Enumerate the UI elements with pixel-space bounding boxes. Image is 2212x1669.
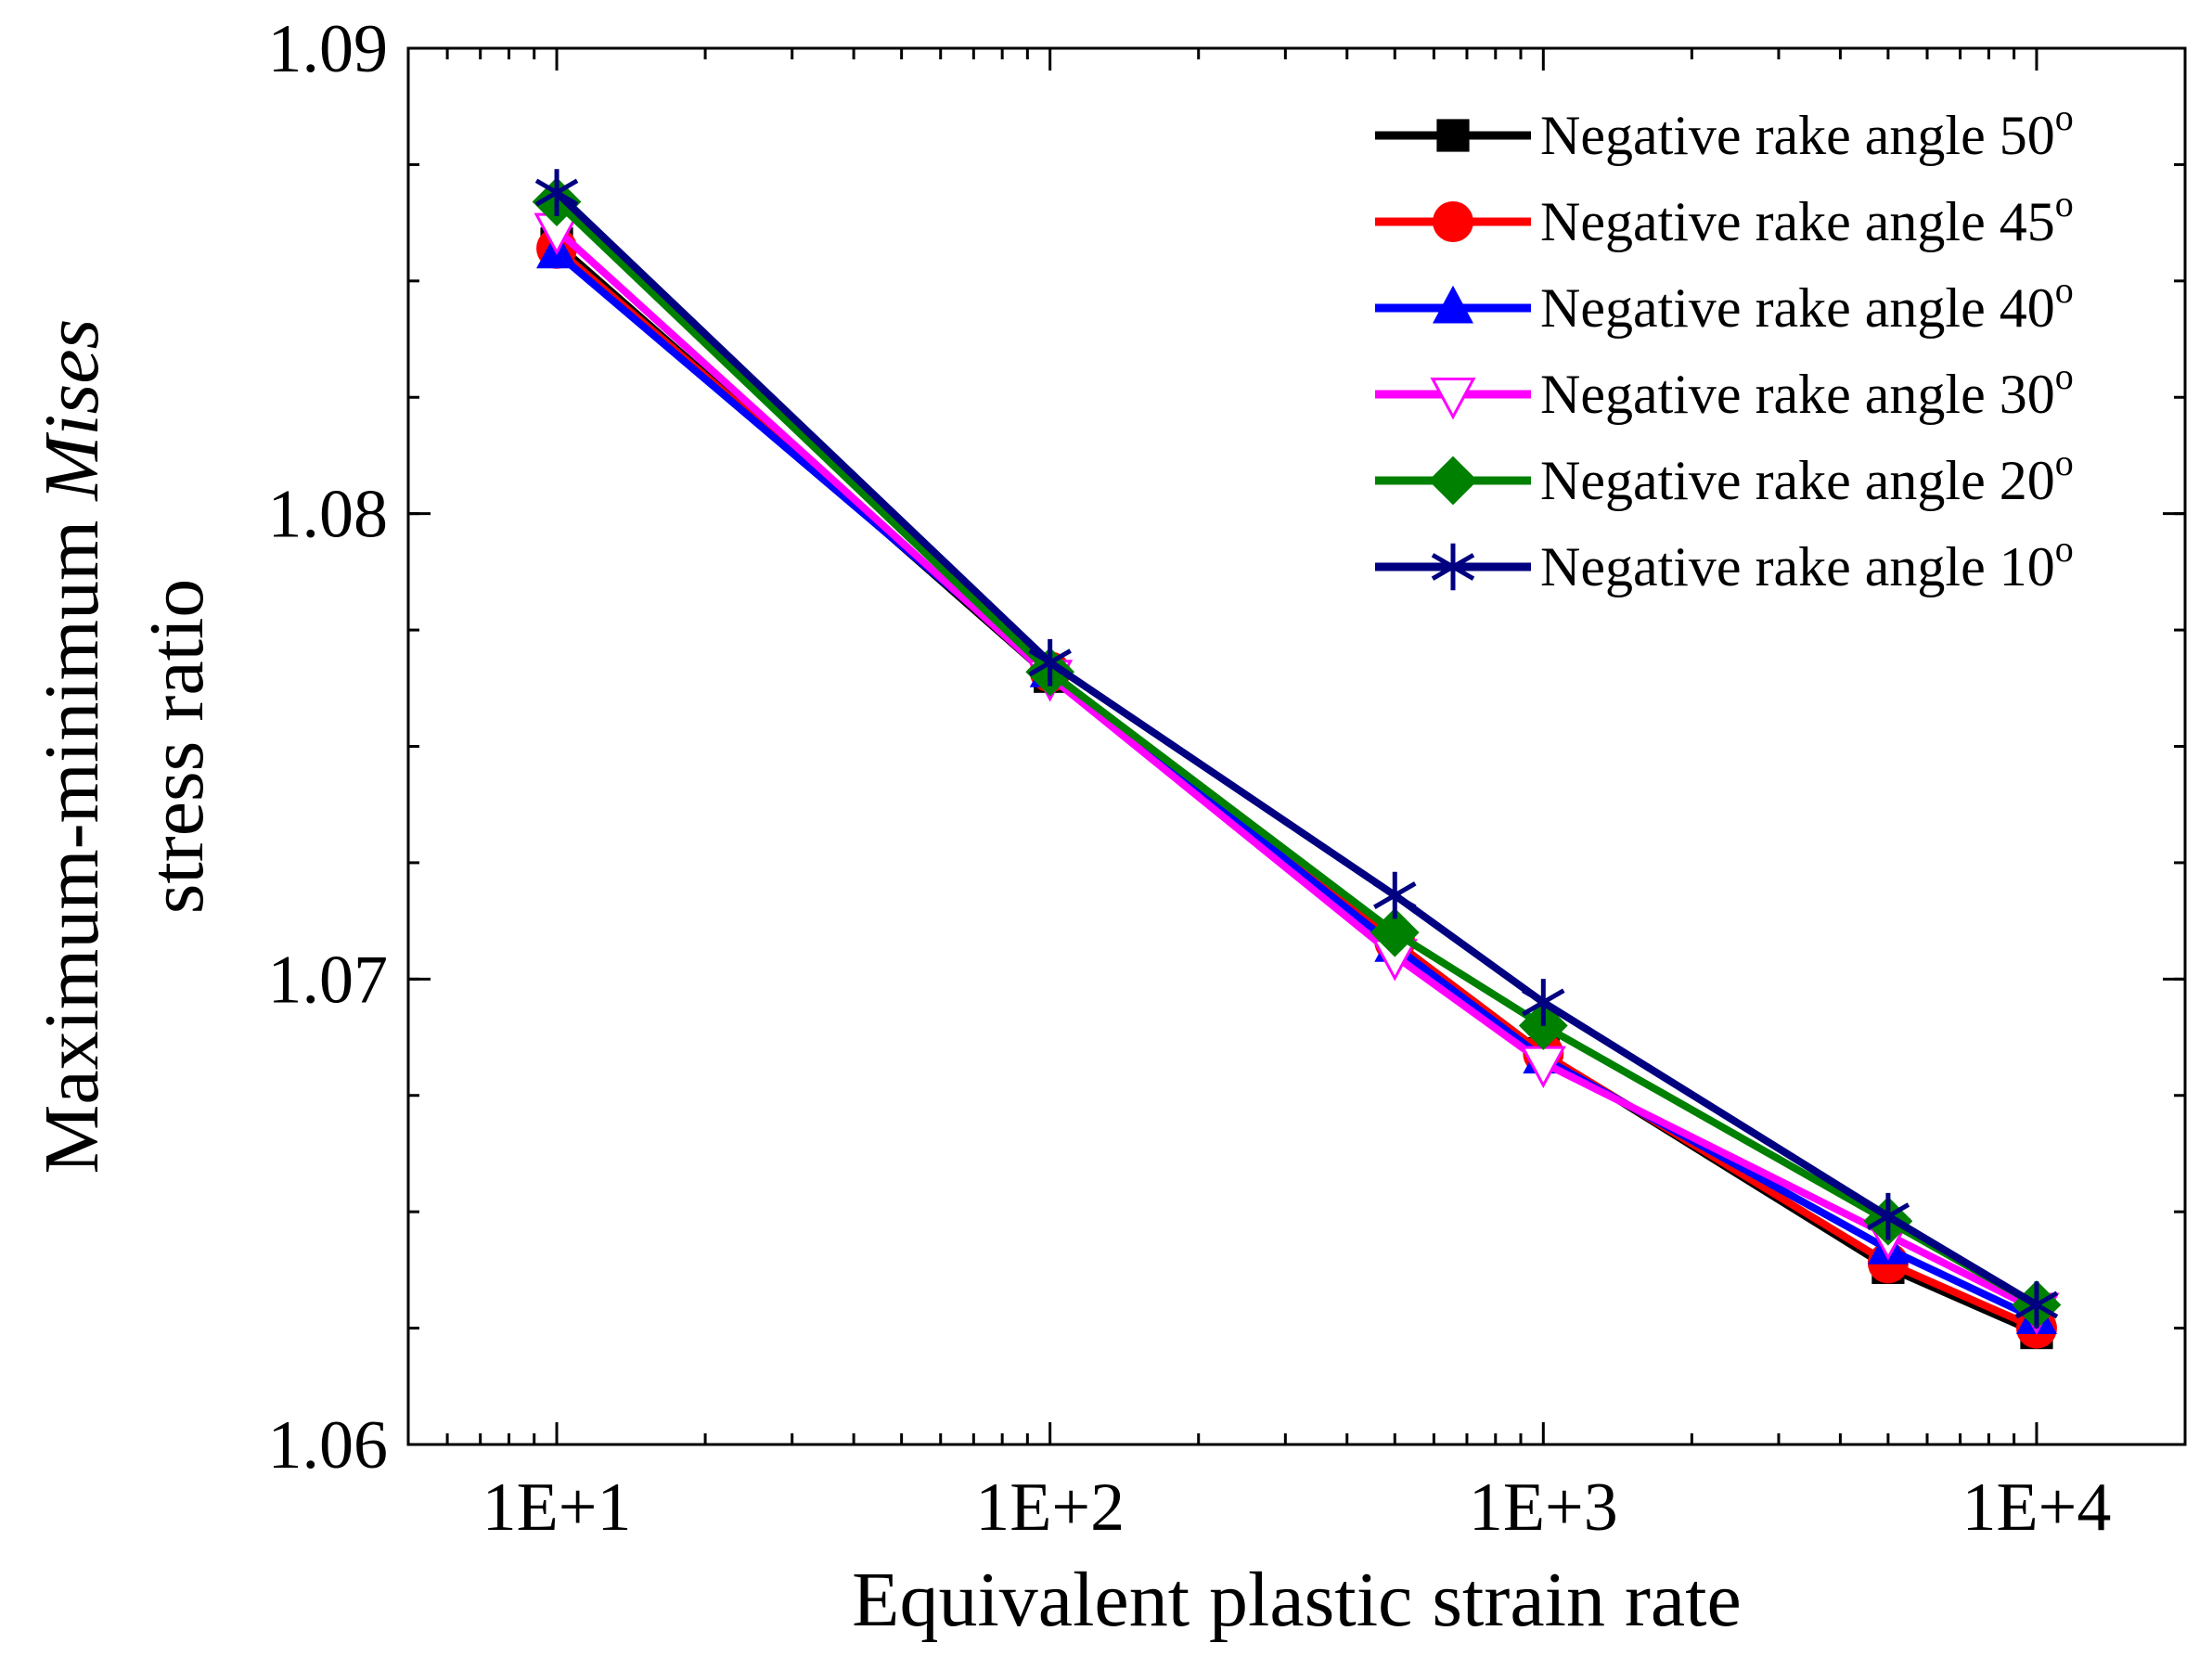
- legend-item-0: Negative rake angle 50o: [1375, 96, 2074, 166]
- data-point: [1028, 638, 1072, 687]
- y-tick-label: 1.07: [268, 942, 389, 1018]
- legend-marker: [1436, 119, 1470, 152]
- legend-label: Negative rake angle 40o: [1540, 269, 2074, 339]
- x-tick-label: 1E+3: [1469, 1470, 1618, 1546]
- legend-label-text: Negative rake angle 50: [1540, 105, 2055, 166]
- x-tick-label: 1E+4: [1961, 1470, 2111, 1546]
- legend-label-degree: o: [2055, 355, 2074, 397]
- legend-marker: [1433, 201, 1473, 242]
- data-point: [1373, 871, 1417, 919]
- y-tick-label: 1.06: [268, 1407, 389, 1483]
- legend-label-text: Negative rake angle 45: [1540, 191, 2055, 252]
- data-point: [2014, 1281, 2059, 1329]
- axis-labels: 1.06 1.07 1.08 1.09 1E+1 1E+2 1E+3 1E+4 Equivale…: [29, 11, 2111, 1643]
- legend-label-degree: o: [2055, 183, 2074, 225]
- axes: [406, 46, 2187, 1446]
- legend-label: Negative rake angle 50o: [1540, 96, 2074, 166]
- legend-label-text: Negative rake angle 40: [1540, 277, 2055, 339]
- data-point: [1866, 1192, 1910, 1240]
- y-axis-title-part2-italic: Mises: [29, 319, 115, 502]
- y-tick-label: 1.08: [268, 477, 389, 553]
- legend-label-degree: o: [2055, 442, 2074, 483]
- x-axis-title: Equivalent plastic strain rate: [852, 1557, 1742, 1643]
- series-4: [532, 177, 2062, 1329]
- data-point: [534, 169, 579, 216]
- legend-label-degree: o: [2055, 269, 2074, 311]
- legend-label-degree: o: [2055, 96, 2074, 138]
- y-tick-label: 1.09: [268, 11, 389, 87]
- series-group: [532, 169, 2062, 1350]
- series-line: [554, 226, 2038, 1314]
- legend-marker: [1428, 456, 1478, 506]
- data-point: [1370, 907, 1420, 957]
- legend-item-4: Negative rake angle 20o: [1375, 442, 2074, 511]
- legend-item-2: Negative rake angle 40o: [1375, 269, 2074, 339]
- legend-item-3: Negative rake angle 30o: [1375, 355, 2074, 425]
- y-axis-title-line2: stress ratio: [134, 579, 220, 915]
- legend-marker: [1431, 543, 1475, 591]
- legend-label-text: Negative rake angle 10: [1540, 536, 2055, 597]
- legend-label: Negative rake angle 10o: [1540, 528, 2074, 597]
- series-5: [534, 169, 2059, 1329]
- x-tick-label: 1E+1: [482, 1470, 632, 1546]
- legend-item-5: Negative rake angle 10o: [1375, 528, 2074, 597]
- legend-marker: [1433, 285, 1473, 324]
- x-tick-label: 1E+2: [975, 1470, 1125, 1546]
- legend-item-1: Negative rake angle 45o: [1375, 183, 2074, 252]
- y-axis-title-line1: Maximum-minimum Mises: [29, 319, 115, 1175]
- data-point: [1522, 979, 1565, 1026]
- legend-label-text: Negative rake angle 20: [1540, 450, 2055, 511]
- legend-label: Negative rake angle 45o: [1540, 183, 2074, 252]
- legend-label-degree: o: [2055, 528, 2074, 570]
- legend-label-text: Negative rake angle 30: [1540, 364, 2055, 425]
- legend-label: Negative rake angle 30o: [1540, 355, 2074, 425]
- series-line: [554, 189, 2039, 1308]
- legend-marker: [1430, 378, 1476, 420]
- legend-label: Negative rake angle 20o: [1540, 442, 2074, 511]
- y-axis-title-part1: Maximum-minimum: [29, 501, 115, 1175]
